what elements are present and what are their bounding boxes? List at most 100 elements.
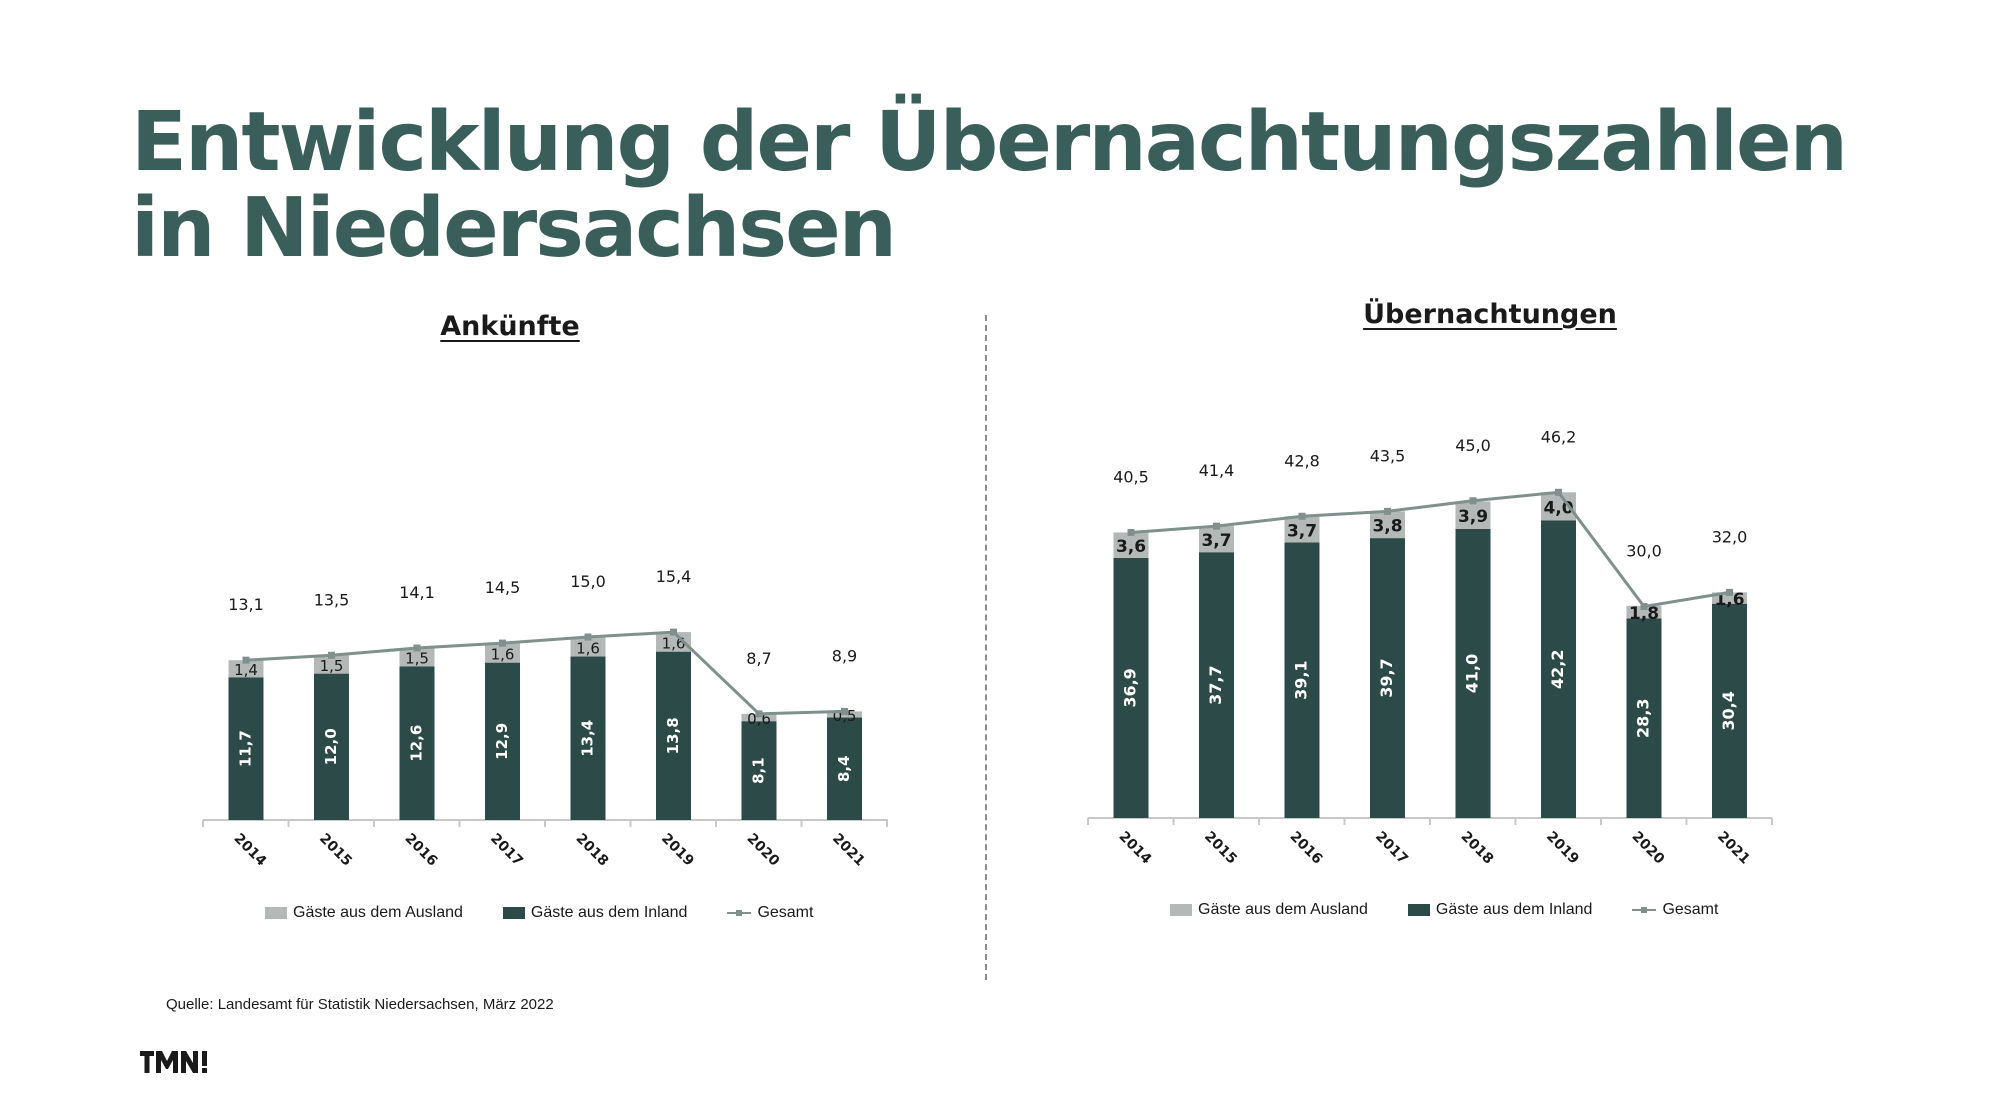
data-label-ausland: 1,6 [576,639,600,657]
bar-ausland [228,660,264,678]
data-label-gesamt: 15,0 [570,572,606,591]
legend-swatch-gesamt [727,907,752,919]
data-label-ausland: 3,7 [1287,521,1317,541]
data-label-inland: 28,3 [1634,699,1653,738]
bar-ausland [485,643,520,663]
point-gesamt [670,628,677,636]
chart-ankuenfte: 11,71,4201412,01,5201512,61,5201612,91,6… [202,567,888,870]
point-gesamt [1640,603,1648,610]
legend-item-ausland: Gäste aus dem Ausland [1170,901,1368,919]
x-tick-label: 2018 [1458,829,1497,868]
legend-swatch-ausland [1170,904,1192,916]
source-note: Quelle: Landesamt für Statistik Niedersa… [166,996,554,1013]
bar-ausland [399,647,435,667]
data-label-gesamt: 43,5 [1370,446,1406,465]
data-label-gesamt: 42,8 [1284,451,1320,470]
data-label-ausland: 3,6 [1116,537,1146,557]
data-label-inland: 39,7 [1377,658,1396,697]
bar-ausland [314,655,349,674]
legend-label-gesamt: Gesamt [1662,901,1719,918]
data-label-ausland: 1,4 [234,661,258,679]
bar-inland [741,721,777,820]
data-label-ausland: 1,5 [320,657,344,675]
point-gesamt [1127,528,1135,536]
data-label-inland: 8,1 [750,757,768,784]
bar-inland [1541,520,1576,818]
bar-ausland [1712,592,1747,604]
data-label-inland: 13,4 [579,720,597,757]
legend-swatch-gesamt [1632,904,1657,916]
point-gesamt [755,710,763,718]
data-label-inland: 37,7 [1206,665,1225,704]
data-label-gesamt: 45,0 [1455,436,1491,455]
data-label-ausland: 3,8 [1372,517,1402,537]
bar-inland [1712,603,1747,818]
data-label-gesamt: 15,4 [656,567,692,586]
data-label-inland: 8,4 [835,755,853,782]
data-label-gesamt: 8,9 [832,646,857,665]
data-label-ausland: 1,6 [491,645,515,663]
x-tick-label: 2016 [1287,829,1326,868]
data-label-inland: 12,6 [408,725,426,762]
legend-uebernachtungen: Gäste aus dem Ausland Gäste aus dem Inla… [1170,901,1718,919]
legend-swatch-inland [1407,904,1430,916]
point-gesamt [841,707,848,715]
series-line-gesamt [245,630,845,716]
point-gesamt [499,639,506,647]
data-label-gesamt: 14,5 [485,578,521,597]
legend-label-ausland: Gäste aus dem Ausland [293,904,463,921]
point-gesamt [1726,588,1733,596]
point-gesamt [1555,488,1562,496]
bar-inland [485,662,520,820]
bar-inland [1455,528,1491,818]
point-gesamt [1384,507,1391,515]
x-tick-label: 2017 [1372,829,1411,868]
bar-inland [1113,557,1149,818]
x-tick-label: 2014 [1116,829,1155,868]
chart-title-uebernachtungen: Übernachtungen [1363,299,1617,330]
legend-label-ausland: Gäste aus dem Ausland [1198,901,1368,918]
data-label-inland: 12,0 [322,728,340,765]
x-tick-label: 2019 [1543,829,1582,868]
bar-ausland [1455,501,1491,529]
bar-inland [228,677,264,820]
data-label-inland: 11,7 [237,730,255,767]
bar-ausland [570,637,606,657]
point-gesamt [1469,497,1477,505]
data-label-gesamt: 30,0 [1626,542,1662,561]
point-gesamt [328,651,335,659]
data-label-gesamt: 40,5 [1113,467,1149,486]
legend-label-inland: Gäste aus dem Inland [530,904,688,921]
chart-title-ankuenfte: Ankünfte [440,311,580,342]
bar-ausland [1284,516,1320,543]
point-gesamt [413,644,421,652]
bar-inland [1626,618,1662,818]
data-label-inland: 41,0 [1463,654,1482,693]
data-label-gesamt: 14,1 [399,583,435,602]
legend-item-ausland: Gäste aus dem Ausland [265,904,463,922]
bar-inland [1199,552,1234,818]
data-label-inland: 39,1 [1292,660,1311,699]
chart-uebernachtungen: 36,9 3,6 2014 37,7 3,7 2015 39,1 3,7 2016 39,7 3,8… [1087,427,1773,868]
data-label-inland: 42,2 [1548,650,1567,689]
point-gesamt [1213,522,1220,530]
legend-item-inland: Gäste aus dem Inland [1407,901,1593,919]
x-tick-label: 2021 [1714,829,1753,868]
tmn-logo-mark [140,1051,207,1073]
legend-label-inland: Gäste aus dem Inland [1435,901,1593,918]
bar-ausland [1370,511,1405,539]
data-label-inland: 30,4 [1719,691,1738,730]
data-label-inland: 12,9 [493,723,511,760]
bar-ausland [1199,526,1234,553]
data-label-ausland: 3,9 [1458,507,1488,527]
bar-inland [827,717,862,820]
bar-ausland [1626,605,1662,619]
data-label-gesamt: 8,7 [746,649,771,668]
data-label-gesamt: 41,4 [1199,461,1235,480]
point-gesamt [242,656,250,664]
legend-swatch-inland [502,907,525,919]
bar-ausland [741,713,777,722]
slide-title-line-1: Entwicklung der Übernachtungszahlen [131,95,1848,190]
bar-inland [656,651,691,820]
slide-title-line-2: in Niedersachsen [131,181,897,276]
